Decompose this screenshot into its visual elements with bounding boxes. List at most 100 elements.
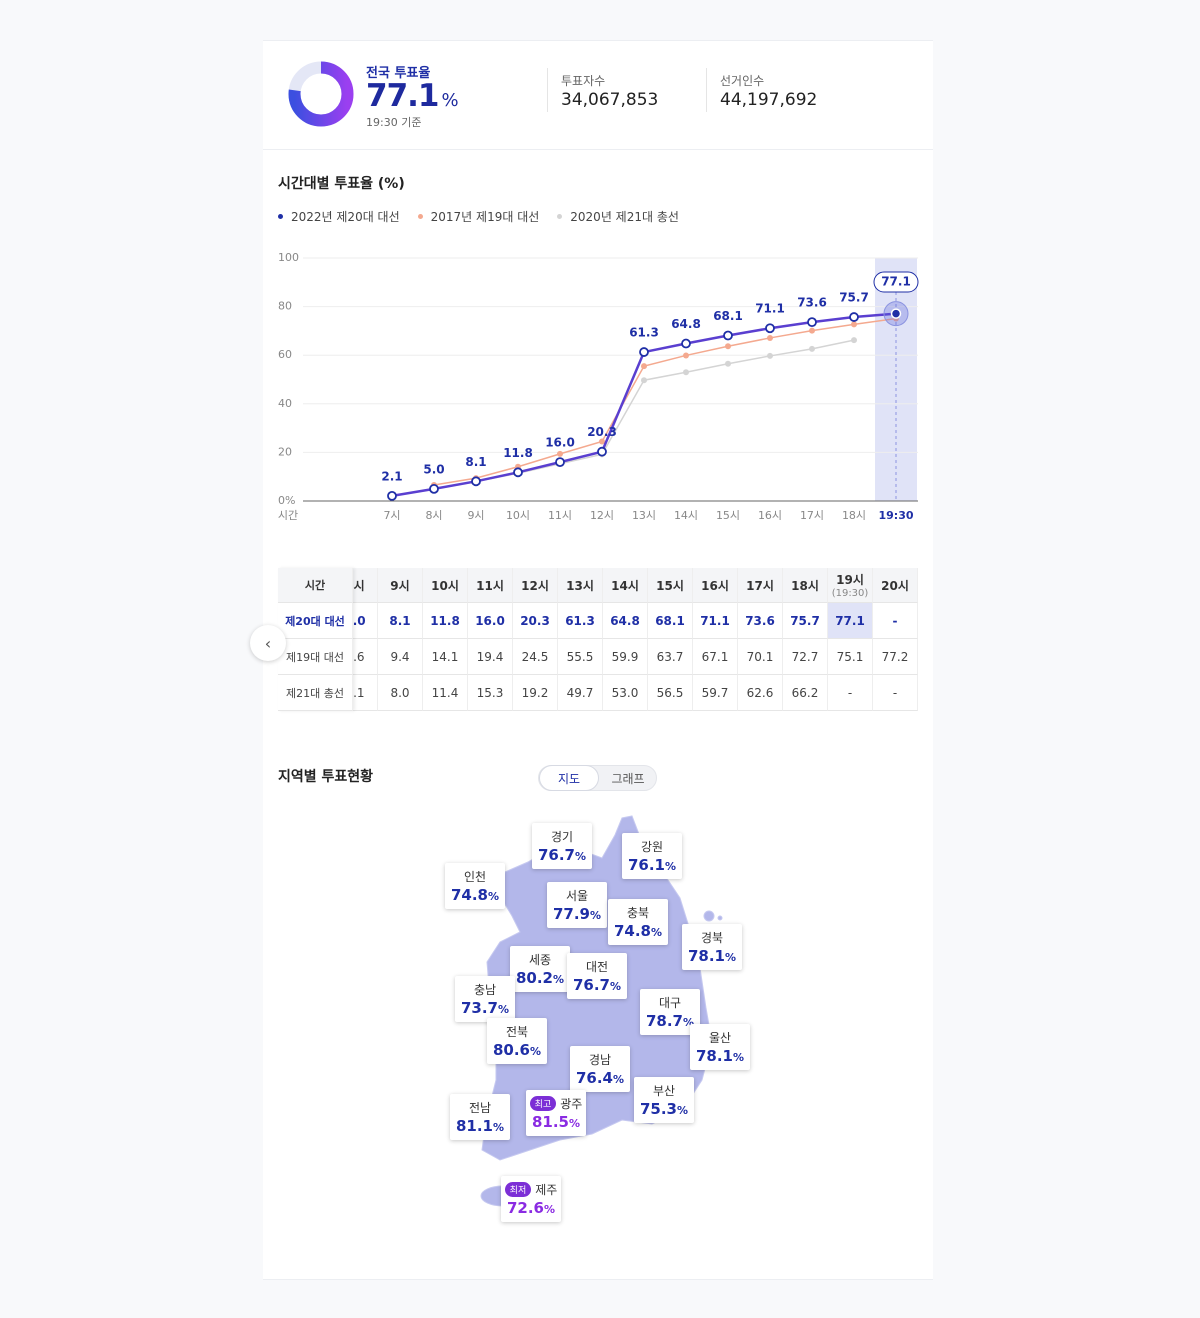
divider [706, 68, 707, 112]
x-tick-label: 15시 [716, 509, 740, 522]
legend-item: 2022년 제20대 대선 [278, 208, 400, 225]
region-value-row: 78.1% [688, 946, 736, 965]
header-cell: 19시 (19:30) [828, 568, 873, 603]
region-value-row: 78.7% [646, 1011, 694, 1030]
section-title: 지역별 투표현황 [278, 769, 374, 785]
region-name: 울산 [708, 1031, 732, 1045]
point [641, 363, 647, 370]
cell: 59.9 [603, 639, 648, 675]
scroll-left-button[interactable]: ‹ [250, 625, 286, 661]
point [809, 345, 815, 352]
point [681, 338, 691, 349]
cell: - [873, 603, 918, 639]
region-name: 경기 [550, 830, 574, 844]
legend-item: 2017년 제19대 대선 [417, 208, 539, 225]
turnout-label: 전국 투표율 [366, 66, 431, 81]
point [639, 347, 649, 357]
cell: 73.6 [738, 603, 783, 639]
region-unit: % [609, 980, 622, 993]
region-unit: % [664, 860, 677, 873]
region-name: 대전 [585, 960, 609, 974]
region-value-row: 75.3% [640, 1099, 688, 1118]
cell: 16.0 [468, 603, 513, 639]
cell: 71.1 [693, 603, 738, 639]
y-tick-label: 80 [278, 300, 292, 313]
region-value-row: 76.4% [576, 1068, 624, 1087]
region-name-row: 경기 [551, 828, 573, 845]
x-tick-label: 9시 [467, 509, 484, 522]
tab-graph[interactable]: 그래프 [611, 771, 645, 786]
legend-label: 2020년 제21대 총선 [570, 210, 679, 224]
region-name: 충남 [473, 983, 497, 997]
cell: 67.1 [693, 639, 738, 675]
stat-value: 44,197,692 [720, 90, 818, 110]
x-tick-label: 13시 [632, 509, 656, 522]
region-label: 경남 76.4% [570, 1046, 630, 1092]
region-name: 광주 [560, 1097, 583, 1111]
region-unit: % [650, 926, 663, 939]
header-label: 9시 [390, 578, 410, 593]
turnout-unit: % [441, 90, 459, 111]
turnout: 77.1% [366, 78, 459, 114]
y-tick-label: 100 [278, 251, 299, 264]
region-value-row: 74.8% [614, 921, 662, 940]
point [723, 330, 733, 341]
cell: 77.2 [873, 639, 918, 675]
header-cell: 12시 [513, 568, 558, 603]
header-label: 8시 [353, 578, 365, 593]
point [890, 308, 902, 319]
point [429, 483, 439, 494]
region-value-row: 72.6% [507, 1198, 555, 1217]
region-name-row: 강원 [641, 838, 663, 855]
cell: 19.2 [513, 675, 558, 711]
cell: 11.8 [423, 603, 468, 639]
region-name: 인천 [463, 870, 487, 884]
region-value: 80.6 [492, 1041, 530, 1059]
region-unit: % [732, 1051, 745, 1064]
stat-value: 34,067,853 [561, 90, 659, 110]
region-value-row: 73.7% [461, 998, 509, 1017]
header-cell: 9시 [378, 568, 423, 603]
region-unit: % [568, 1117, 581, 1130]
legend-dot [278, 214, 283, 219]
region-label: 전남 81.1% [450, 1094, 510, 1140]
tab-map[interactable]: 지도 [539, 765, 599, 791]
point [599, 438, 605, 445]
region-value-row: 77.9% [553, 904, 601, 923]
x-tick-label: 7시 [383, 509, 400, 522]
value-label: 68.1 [713, 309, 743, 323]
region-label: 강원 76.1% [622, 833, 682, 879]
header-label: 11시 [476, 578, 504, 593]
region-name: 서울 [565, 889, 589, 903]
region-name-row: 충남 [474, 981, 496, 998]
value-label: 11.8 [503, 446, 533, 460]
region-name-row: 전남 [469, 1099, 491, 1116]
point [471, 476, 481, 487]
region-label: 부산 75.3% [634, 1077, 694, 1123]
point [767, 334, 773, 341]
region-unit: % [497, 1003, 510, 1016]
cell: 63.7 [648, 639, 693, 675]
point [597, 446, 607, 457]
cell: 72.7 [783, 639, 828, 675]
point [683, 352, 689, 359]
cell: 75.1 [828, 639, 873, 675]
region-badge: 최저 [504, 1182, 532, 1197]
value-label: 71.1 [755, 302, 785, 316]
table: 8시 9시 10시 11시 12시 13시 14시 15시 16시 17시 18시 19시(19:30… [278, 568, 918, 711]
point [725, 343, 731, 350]
region-name-row: 울산 [709, 1029, 731, 1046]
legend-item: 2020년 제21대 총선 [557, 208, 679, 225]
region-unit: % [612, 1073, 625, 1086]
value-label: 64.8 [671, 317, 701, 331]
cell: 70.1 [738, 639, 783, 675]
region-value: 74.8 [613, 922, 651, 940]
header-label: 17시 [746, 578, 774, 593]
region-name-row: 최저 제주 [504, 1181, 557, 1198]
region-unit: % [543, 1203, 556, 1216]
row-label: 제19대 대선 [278, 639, 353, 675]
cell: 9.4 [378, 639, 423, 675]
point [851, 337, 857, 344]
region-label: 서울 77.9% [547, 882, 607, 928]
